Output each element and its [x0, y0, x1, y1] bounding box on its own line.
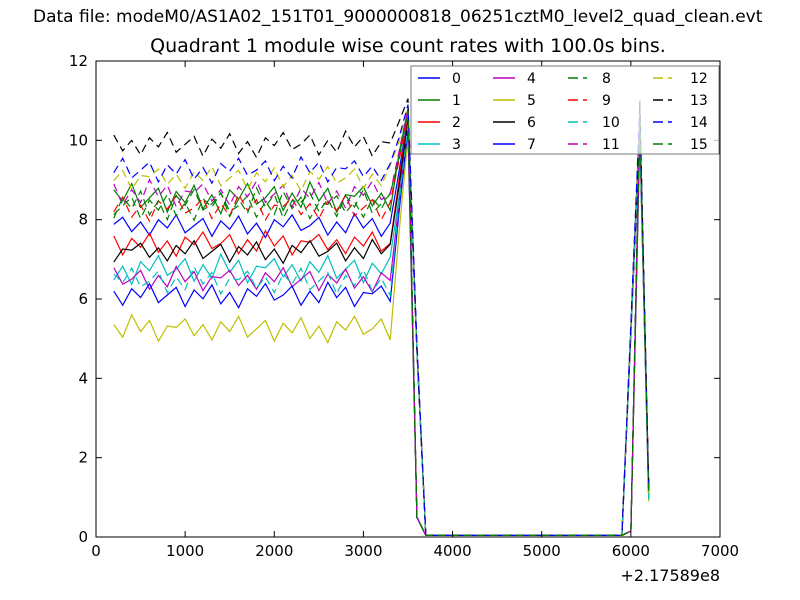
chart-title: Quadrant 1 module wise count rates with … [150, 35, 666, 57]
legend-label-2: 2 [452, 115, 461, 131]
series-line-8 [113, 112, 650, 537]
x-tick-label: 3000 [344, 542, 382, 560]
legend-label-5: 5 [527, 93, 536, 109]
x-tick-label: 4000 [433, 542, 471, 560]
y-tick-label: 2 [78, 449, 88, 467]
series-line-12 [113, 104, 650, 537]
data-file-label: Data file: modeM0/AS1A02_151T01_90000008… [33, 7, 763, 27]
x-axis-offset-label: +2.17589e8 [620, 566, 720, 585]
x-tick-label: 2000 [255, 542, 293, 560]
legend-label-9: 9 [602, 93, 611, 109]
legend-label-1: 1 [452, 93, 461, 109]
series-line-2 [113, 116, 650, 537]
legend-frame [410, 65, 720, 155]
y-tick-label: 0 [78, 528, 88, 546]
y-tick-label: 10 [69, 131, 88, 149]
y-tick-label: 8 [78, 211, 88, 229]
x-tick-label: 7000 [701, 542, 739, 560]
series-line-15 [113, 110, 650, 537]
legend-label-4: 4 [527, 71, 536, 87]
series-line-6 [113, 120, 650, 537]
legend-label-3: 3 [452, 137, 461, 153]
legend-label-13: 13 [690, 93, 708, 109]
x-tick-label: 0 [91, 542, 101, 560]
series-line-13 [113, 98, 650, 537]
legend-label-0: 0 [452, 71, 461, 87]
legend-label-10: 10 [602, 115, 620, 131]
legend-label-8: 8 [602, 71, 611, 87]
x-tick-label: 1000 [166, 542, 204, 560]
x-tick-label: 5000 [523, 542, 561, 560]
legend-label-15: 15 [690, 137, 708, 153]
series-line-0 [113, 116, 650, 537]
series-line-9 [113, 112, 650, 537]
y-tick-label: 6 [78, 290, 88, 308]
series-lines [113, 98, 650, 537]
legend-label-7: 7 [527, 137, 536, 153]
x-tick-label: 6000 [612, 542, 650, 560]
legend-label-12: 12 [690, 71, 708, 87]
y-tick-label: 12 [69, 52, 88, 70]
series-line-14 [113, 104, 650, 537]
legend-label-6: 6 [527, 115, 536, 131]
series-line-5 [113, 136, 650, 537]
y-tick-label: 4 [78, 369, 88, 387]
legend-label-11: 11 [602, 137, 620, 153]
legend-label-14: 14 [690, 115, 708, 131]
